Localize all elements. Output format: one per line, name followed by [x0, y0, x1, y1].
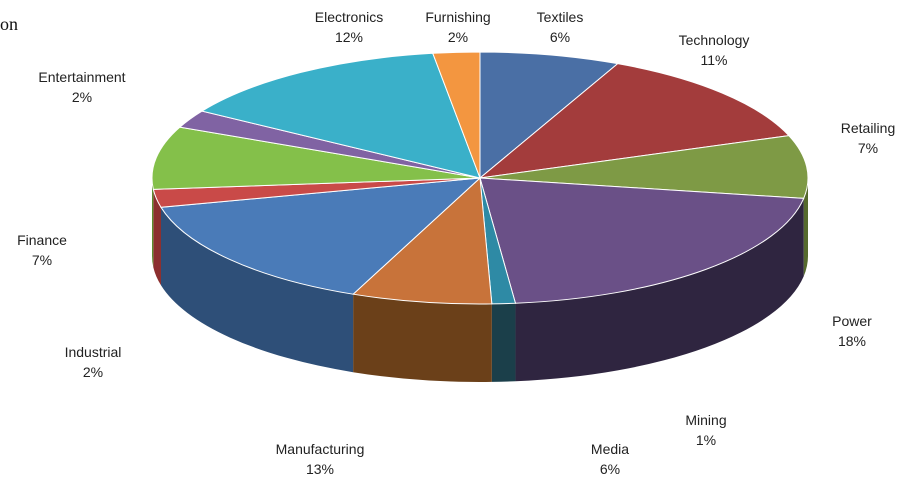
slice-percent-power: 18% — [838, 333, 866, 349]
pie-side-retailing — [803, 178, 808, 277]
slice-percent-mining: 1% — [696, 432, 716, 448]
pie-side-mining — [491, 303, 516, 382]
pie-slice-finance — [151, 126, 481, 190]
pie-side-industrial — [153, 189, 161, 286]
slice-label-manufacturing: Manufacturing — [276, 441, 365, 457]
slice-percent-textiles: 6% — [550, 29, 570, 45]
slice-percent-industrial: 2% — [83, 364, 103, 380]
slice-label-entertainment: Entertainment — [38, 69, 125, 85]
pie-slice-manufacturing — [160, 177, 482, 295]
pie-slice-electronics — [200, 52, 481, 179]
slice-percent-manufacturing: 13% — [306, 461, 334, 477]
slice-label-textiles: Textiles — [537, 9, 584, 25]
pie-side-media — [353, 294, 492, 382]
slice-percent-electronics: 12% — [335, 29, 363, 45]
slice-label-electronics: Electronics — [315, 9, 383, 25]
pie-side-finance — [152, 178, 154, 268]
pie-side-manufacturing — [160, 207, 354, 373]
chart-title-fragment: on — [0, 14, 18, 34]
slice-label-media: Media — [591, 441, 629, 457]
pie-slice-media — [352, 176, 493, 305]
slice-percent-entertainment: 2% — [72, 89, 92, 105]
slice-label-power: Power — [832, 313, 872, 329]
pie-sides — [152, 178, 808, 382]
slice-percent-media: 6% — [600, 461, 620, 477]
pie-labels: Textiles 6% Technology 11% Retailing 7% Power 1… — [17, 9, 895, 477]
pie-slice-technology — [478, 63, 790, 179]
slice-label-furnishing: Furnishing — [425, 9, 490, 25]
pie-slice-power — [479, 177, 805, 304]
slice-label-retailing: Retailing — [841, 120, 895, 136]
slice-label-technology: Technology — [679, 32, 750, 48]
slice-label-industrial: Industrial — [65, 344, 122, 360]
pie-slice-furnishing — [432, 51, 481, 179]
slice-label-finance: Finance — [17, 232, 67, 248]
pie-tops — [151, 51, 809, 305]
pie-side-power — [515, 198, 804, 382]
slice-label-mining: Mining — [685, 412, 726, 428]
pie-slice-textiles — [479, 51, 619, 180]
slice-percent-retailing: 7% — [858, 140, 878, 156]
slice-percent-technology: 11% — [701, 52, 728, 68]
slice-percent-furnishing: 2% — [448, 29, 468, 45]
slice-percent-finance: 7% — [32, 252, 52, 268]
